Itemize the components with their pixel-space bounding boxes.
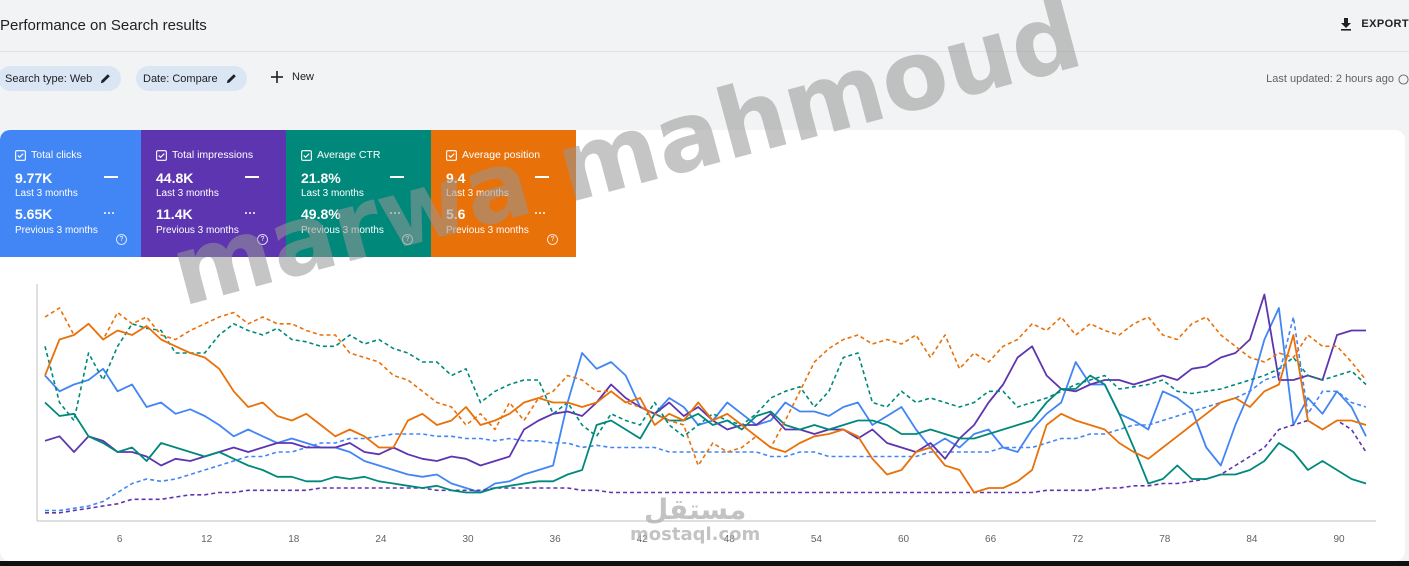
metric-average-position[interactable]: Average position 9.4 Last 3 months 5.6 P… bbox=[431, 130, 576, 257]
metric-value: 9.4 bbox=[446, 170, 466, 186]
metric-label: Average CTR bbox=[317, 149, 381, 161]
x-tick-label: 6 bbox=[117, 534, 123, 545]
metric-label: Total clicks bbox=[31, 149, 82, 161]
help-icon[interactable]: ? bbox=[402, 234, 413, 245]
x-tick-label: 60 bbox=[898, 534, 910, 545]
last-updated: Last updated: 2 hours ago bbox=[1266, 73, 1409, 85]
x-tick-label: 24 bbox=[375, 534, 387, 545]
help-icon[interactable]: ? bbox=[116, 234, 127, 245]
metric-compare-value: 5.65K bbox=[15, 206, 53, 222]
metric-period: Last 3 months bbox=[301, 188, 364, 199]
chart-series-line-2-current bbox=[44, 293, 1366, 467]
date-chip[interactable]: Date: Compare bbox=[136, 66, 247, 91]
checkbox-checked-icon[interactable] bbox=[156, 149, 167, 161]
solid-line-legend-icon bbox=[390, 176, 404, 178]
x-tick-label: 66 bbox=[985, 534, 997, 545]
metric-period: Last 3 months bbox=[156, 188, 219, 199]
bottom-bar bbox=[0, 561, 1409, 566]
metric-compare-value: 49.8% bbox=[301, 206, 341, 222]
metric-total-impressions[interactable]: Total impressions 44.8K Last 3 months 11… bbox=[141, 130, 286, 257]
checkbox-checked-icon[interactable] bbox=[446, 149, 457, 161]
chart-series-line-6-current bbox=[44, 322, 1367, 494]
chart-svg: 6 12 18 24 30 36 42 48 54 60 66 72 78 84 90 bbox=[36, 284, 1376, 545]
metric-value: 9.77K bbox=[15, 170, 53, 186]
metric-label-row: Total impressions bbox=[156, 149, 253, 161]
filter-bar: Search type: Web Date: Compare New Last … bbox=[0, 66, 1409, 92]
dashed-line-legend-icon bbox=[390, 212, 400, 214]
x-tick-label: 78 bbox=[1159, 534, 1171, 545]
metric-label-row: Average position bbox=[446, 149, 540, 161]
help-icon[interactable] bbox=[1398, 73, 1409, 85]
x-tick-label: 12 bbox=[201, 534, 213, 545]
export-label: EXPORT bbox=[1361, 18, 1409, 30]
series-layer bbox=[44, 293, 1367, 514]
last-updated-text: Last updated: 2 hours ago bbox=[1266, 73, 1394, 85]
x-tick-label: 54 bbox=[811, 534, 823, 545]
performance-chart: 6 12 18 24 30 36 42 48 54 60 66 72 78 84 90 bbox=[0, 130, 1405, 561]
metric-compare-period: Previous 3 months bbox=[156, 225, 239, 236]
chart-series-line-5-previous bbox=[44, 323, 1367, 438]
x-tick-label: 36 bbox=[550, 534, 562, 545]
date-label: Date: Compare bbox=[143, 72, 218, 85]
metric-value: 21.8% bbox=[301, 170, 341, 186]
dashed-line-legend-icon bbox=[245, 212, 255, 214]
x-tick-label: 84 bbox=[1246, 534, 1258, 545]
help-icon[interactable]: ? bbox=[547, 234, 558, 245]
x-tick-label: 90 bbox=[1333, 534, 1345, 545]
header: Performance on Search results EXPORT bbox=[0, 0, 1409, 52]
metric-compare-value: 11.4K bbox=[156, 206, 193, 222]
page-title: Performance on Search results bbox=[0, 17, 207, 34]
metric-value: 44.8K bbox=[156, 170, 194, 186]
new-label: New bbox=[292, 71, 315, 83]
export-button[interactable]: EXPORT bbox=[1339, 17, 1409, 31]
search-type-chip[interactable]: Search type: Web bbox=[0, 66, 122, 91]
x-tick-label: 42 bbox=[637, 534, 649, 545]
plus-icon bbox=[270, 70, 284, 84]
checkbox-checked-icon[interactable] bbox=[15, 149, 26, 161]
dashed-line-legend-icon bbox=[535, 212, 545, 214]
performance-card: Total clicks 9.77K Last 3 months 5.65K P… bbox=[0, 130, 1405, 561]
pencil-icon[interactable] bbox=[226, 73, 237, 84]
chart-series-line-0-current bbox=[44, 307, 1367, 494]
metric-label-row: Average CTR bbox=[301, 149, 380, 161]
x-tick-label: 72 bbox=[1072, 534, 1084, 545]
tick-layer: 6 12 18 24 30 36 42 48 54 60 66 72 78 84 90 bbox=[117, 534, 1345, 545]
help-icon[interactable]: ? bbox=[257, 234, 268, 245]
x-tick-label: 30 bbox=[462, 534, 474, 545]
metric-compare-period: Previous 3 months bbox=[446, 225, 529, 236]
metric-average-ctr[interactable]: Average CTR 21.8% Last 3 months 49.8% Pr… bbox=[286, 130, 431, 257]
metric-compare-period: Previous 3 months bbox=[15, 225, 98, 236]
x-tick-label: 48 bbox=[724, 534, 736, 545]
x-tick-label: 18 bbox=[288, 534, 300, 545]
solid-line-legend-icon bbox=[245, 176, 259, 178]
chart-series-line-7-previous bbox=[44, 307, 1367, 467]
metric-label: Average position bbox=[462, 149, 541, 161]
search-type-label: Search type: Web bbox=[5, 72, 93, 85]
pencil-icon[interactable] bbox=[100, 73, 111, 84]
solid-line-legend-icon bbox=[535, 176, 549, 178]
dashed-line-legend-icon bbox=[104, 212, 114, 214]
metric-total-clicks[interactable]: Total clicks 9.77K Last 3 months 5.65K P… bbox=[0, 130, 145, 257]
checkbox-checked-icon[interactable] bbox=[301, 149, 312, 161]
metric-compare-value: 5.6 bbox=[446, 206, 466, 222]
solid-line-legend-icon bbox=[104, 176, 118, 178]
metric-label-row: Total clicks bbox=[15, 149, 82, 161]
metric-label: Total impressions bbox=[172, 149, 254, 161]
download-icon bbox=[1339, 17, 1353, 31]
new-filter-button[interactable]: New bbox=[270, 70, 314, 84]
metric-period: Last 3 months bbox=[446, 188, 509, 199]
metric-period: Last 3 months bbox=[15, 188, 78, 199]
chart-series-line-3-previous bbox=[45, 419, 1367, 514]
metric-compare-period: Previous 3 months bbox=[301, 225, 384, 236]
